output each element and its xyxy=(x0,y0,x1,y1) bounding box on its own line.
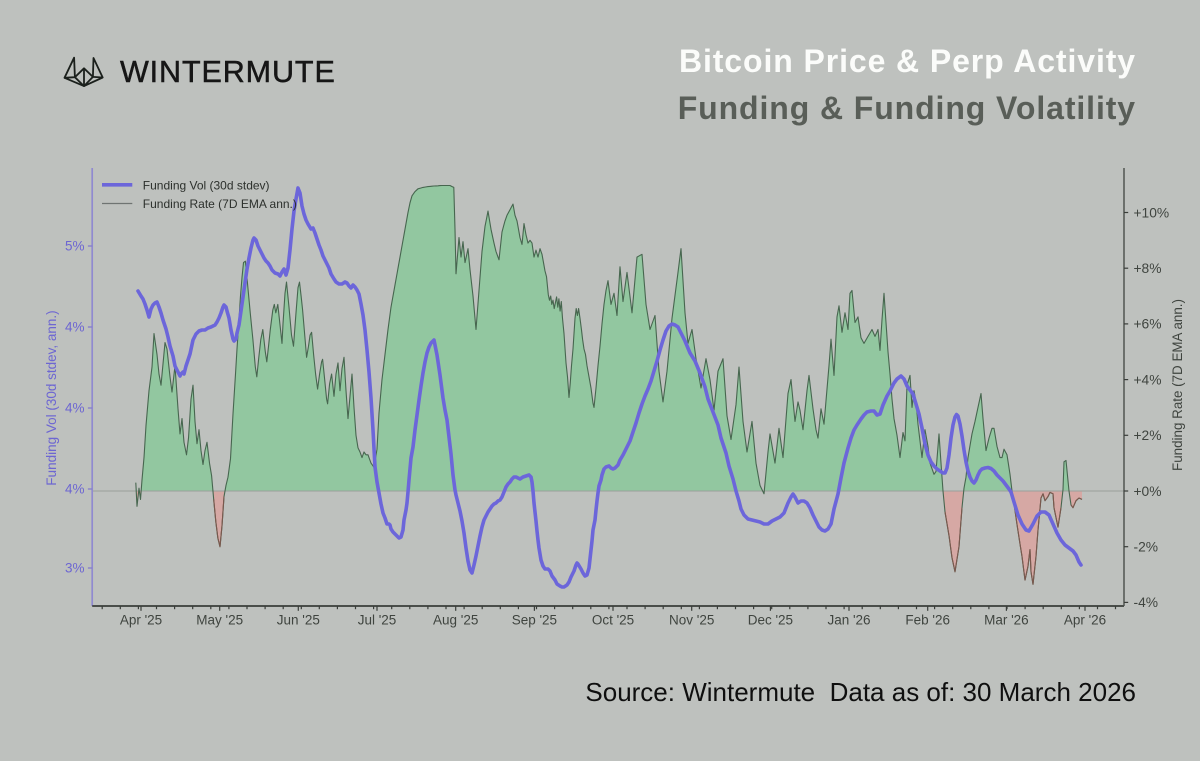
svg-text:Funding Vol (30d stdev, ann.): Funding Vol (30d stdev, ann.) xyxy=(44,310,59,485)
svg-text:Bitcoin Price & Perp Activity: Bitcoin Price & Perp Activity xyxy=(679,43,1136,79)
svg-text:+10%: +10% xyxy=(1134,205,1170,220)
svg-text:+8%: +8% xyxy=(1134,261,1162,276)
svg-text:Funding Rate (7D EMA ann.): Funding Rate (7D EMA ann.) xyxy=(1170,299,1185,471)
svg-text:Oct '25: Oct '25 xyxy=(592,613,634,628)
svg-text:5%: 5% xyxy=(65,239,85,254)
svg-text:-2%: -2% xyxy=(1134,540,1159,555)
svg-text:Funding Vol (30d stdev): Funding Vol (30d stdev) xyxy=(143,178,270,192)
svg-text:Nov '25: Nov '25 xyxy=(669,613,714,628)
svg-text:Source: Wintermute Data as of: Source: Wintermute Data as of: 30 March … xyxy=(585,677,1136,707)
svg-text:WINTERMUTE: WINTERMUTE xyxy=(120,55,336,89)
svg-text:Apr '25: Apr '25 xyxy=(120,613,162,628)
svg-text:-4%: -4% xyxy=(1134,595,1159,610)
svg-text:4%: 4% xyxy=(65,482,85,497)
svg-text:Feb '26: Feb '26 xyxy=(905,613,950,628)
svg-text:Aug '25: Aug '25 xyxy=(433,613,478,628)
svg-text:+0%: +0% xyxy=(1134,484,1162,499)
svg-text:+2%: +2% xyxy=(1134,428,1162,443)
svg-text:Sep '25: Sep '25 xyxy=(512,613,557,628)
svg-text:Mar '26: Mar '26 xyxy=(984,613,1029,628)
svg-text:4%: 4% xyxy=(65,401,85,416)
svg-text:Funding Rate (7D EMA ann.): Funding Rate (7D EMA ann.) xyxy=(143,197,297,211)
svg-text:4%: 4% xyxy=(65,320,85,335)
svg-text:+6%: +6% xyxy=(1134,317,1162,332)
svg-text:Apr '26: Apr '26 xyxy=(1064,613,1106,628)
svg-text:Dec '25: Dec '25 xyxy=(748,613,793,628)
svg-text:May '25: May '25 xyxy=(196,613,243,628)
svg-text:Jun '25: Jun '25 xyxy=(277,613,320,628)
svg-text:Jan '26: Jan '26 xyxy=(827,613,870,628)
svg-text:+4%: +4% xyxy=(1134,372,1162,387)
svg-text:Jul '25: Jul '25 xyxy=(358,613,397,628)
svg-text:Funding & Funding Volatility: Funding & Funding Volatility xyxy=(678,90,1136,126)
svg-text:3%: 3% xyxy=(65,561,85,576)
